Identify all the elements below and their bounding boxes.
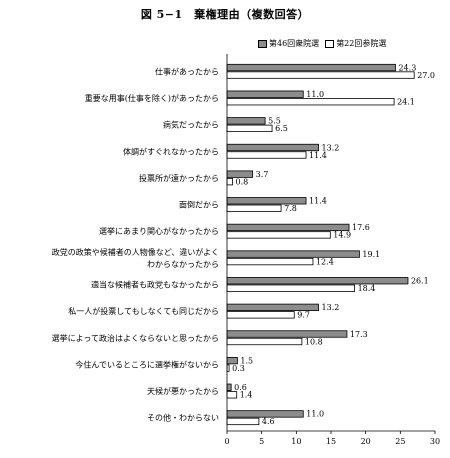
data-label-series-1: 0.6 <box>234 383 247 392</box>
category-label: 投票所が遠かったから <box>139 173 219 183</box>
bar-series-1 <box>226 330 348 338</box>
category-label: 私一人が投票してもしなくても同じだから <box>68 306 219 316</box>
data-label-series-2: 27.0 <box>417 71 435 80</box>
legend-label-series-2: 第22回参院選 <box>336 39 387 48</box>
legend-item-series-1: 第46回衆院選 <box>258 38 319 49</box>
data-label-series-2: 0.3 <box>232 364 245 373</box>
x-tick-label: 0 <box>224 437 229 446</box>
bar-series-1 <box>226 223 350 232</box>
bar-series-2 <box>226 311 295 319</box>
category-label: 重要な用事(仕事を除く)があったから <box>85 93 219 103</box>
category-label: わからなかったから <box>147 260 219 269</box>
x-tick-label: 20 <box>361 437 371 446</box>
data-label-series-1: 3.7 <box>256 170 269 179</box>
bar-series-2 <box>226 204 282 212</box>
category-label: 選挙によって政治はよくならないと思ったから <box>52 333 219 343</box>
legend: 第46回衆院選 第22回参院選 <box>258 38 392 49</box>
chart-title: 図 5−1 棄権理由（複数回答） <box>140 8 310 21</box>
legend-swatch-series-1 <box>258 39 267 48</box>
bar-series-1 <box>226 277 409 285</box>
category-label: 選挙にあまり関心がなかったから <box>99 226 219 236</box>
data-label-series-1: 11.0 <box>306 90 324 99</box>
bar-series-2 <box>226 284 355 292</box>
x-tick-label: 10 <box>291 437 301 446</box>
legend-item-series-2: 第22回参院選 <box>325 38 386 49</box>
data-label-series-2: 11.4 <box>309 151 327 160</box>
category-label: 天候が悪かったから <box>147 386 219 396</box>
legend-label-series-1: 第46回衆院選 <box>269 39 320 48</box>
bar-series-1 <box>226 63 396 72</box>
category-label: その他・わからない <box>147 413 219 423</box>
data-label-series-1: 19.1 <box>362 250 380 259</box>
data-label-series-1: 13.2 <box>322 143 340 152</box>
x-tick-label: 30 <box>430 437 440 446</box>
bar-series-1 <box>226 143 319 152</box>
bar-series-2 <box>226 417 260 426</box>
data-label-series-1: 13.2 <box>322 303 340 312</box>
data-label-series-2: 10.8 <box>305 337 323 346</box>
data-label-series-2: 18.4 <box>358 284 376 293</box>
bar-series-2 <box>226 391 238 399</box>
bar-series-2 <box>226 71 415 79</box>
data-label-series-1: 17.6 <box>352 223 370 232</box>
bar-series-2 <box>226 231 331 239</box>
data-label-series-2: 14.9 <box>333 231 351 240</box>
bar-series-2 <box>226 151 307 159</box>
data-label-series-1: 17.3 <box>350 330 368 339</box>
data-label-series-1: 11.4 <box>309 197 327 206</box>
category-label: 仕事があったから <box>155 66 219 76</box>
category-label: 今住んでいるところに選挙権がないから <box>75 359 219 369</box>
category-label: 適当な候補者も政党もなかったから <box>91 279 219 289</box>
data-label-series-1: 26.1 <box>411 276 429 285</box>
data-label-series-2: 12.4 <box>316 257 334 266</box>
bar-series-1 <box>226 383 232 391</box>
bar-series-1 <box>226 117 266 125</box>
data-label-series-2: 0.8 <box>236 177 249 186</box>
data-label-series-2: 1.4 <box>240 391 253 400</box>
data-label-series-1: 24.3 <box>398 63 416 72</box>
category-label: 政党の政策や候補者の人物像など、違いがよく <box>52 247 219 257</box>
x-tick-label: 25 <box>395 437 405 446</box>
category-label: 病気だったから <box>163 120 219 130</box>
category-label: 面倒だから <box>179 200 219 210</box>
bar-series-2 <box>226 177 233 186</box>
data-label-series-2: 7.8 <box>284 204 297 213</box>
bar-series-2 <box>226 98 395 106</box>
x-tick-label: 5 <box>259 437 264 446</box>
bar-series-1 <box>226 90 304 98</box>
category-label: 体調がすぐれなかったから <box>123 146 219 156</box>
data-label-series-2: 9.7 <box>297 311 310 320</box>
data-label-series-1: 11.0 <box>306 410 324 419</box>
data-label-series-2: 24.1 <box>397 97 415 106</box>
data-label-series-2: 4.6 <box>262 417 275 426</box>
data-label-series-1: 5.5 <box>268 117 281 126</box>
bar-series-2 <box>226 257 314 266</box>
data-label-series-1: 1.5 <box>240 356 253 365</box>
bar-series-1 <box>226 250 360 258</box>
x-tick-label: 15 <box>326 437 336 446</box>
bar-series-2 <box>226 124 273 133</box>
legend-swatch-series-2 <box>325 39 335 48</box>
data-label-series-2: 6.5 <box>275 124 288 133</box>
bar-series-2 <box>226 337 303 346</box>
